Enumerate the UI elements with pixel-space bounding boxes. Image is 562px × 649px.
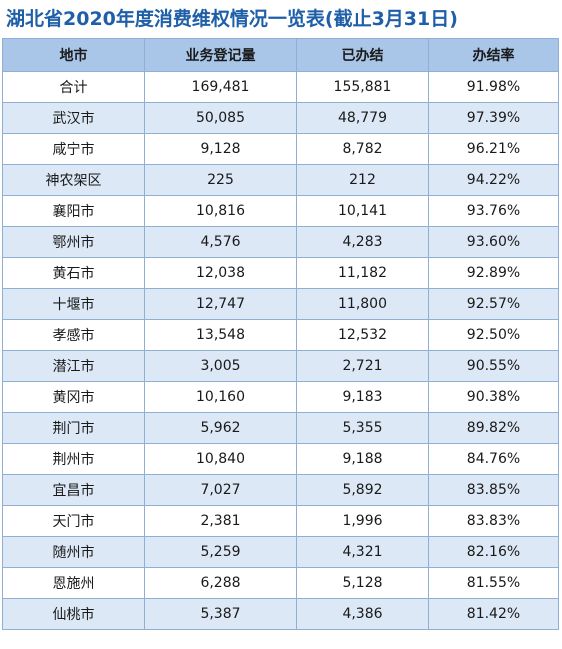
cell-completion-rate: 83.85%: [428, 474, 559, 506]
cell-region: 随州市: [2, 536, 145, 568]
cell-completed: 9,183: [296, 381, 429, 413]
table-row: 襄阳市 10,816 10,141 93.76%: [2, 195, 559, 227]
consumer-rights-table: 地市 业务登记量 已办结 办结率 合计 169,481 155,881 91.98% 武…: [2, 38, 559, 630]
cell-registered: 10,816: [144, 195, 297, 227]
table-row: 武汉市 50,085 48,779 97.39%: [2, 102, 559, 134]
cell-registered: 10,160: [144, 381, 297, 413]
cell-completed: 4,321: [296, 536, 429, 568]
cell-completion-rate: 91.98%: [428, 71, 559, 103]
cell-region: 荆州市: [2, 443, 145, 475]
cell-registered: 6,288: [144, 567, 297, 599]
page-title: 湖北省2020年度消费维权情况一览表(截止3月31日): [6, 8, 458, 30]
table-row: 孝感市 13,548 12,532 92.50%: [2, 319, 559, 351]
cell-completion-rate: 92.57%: [428, 288, 559, 320]
cell-region: 宜昌市: [2, 474, 145, 506]
table-row: 荆州市 10,840 9,188 84.76%: [2, 443, 559, 475]
cell-registered: 50,085: [144, 102, 297, 134]
cell-region: 仙桃市: [2, 598, 145, 630]
cell-region: 鄂州市: [2, 226, 145, 258]
cell-registered: 5,259: [144, 536, 297, 568]
cell-completion-rate: 92.89%: [428, 257, 559, 289]
cell-registered: 169,481: [144, 71, 297, 103]
table-row: 随州市 5,259 4,321 82.16%: [2, 536, 559, 568]
table-row: 咸宁市 9,128 8,782 96.21%: [2, 133, 559, 165]
table-row: 神农架区 225 212 94.22%: [2, 164, 559, 196]
cell-completion-rate: 92.50%: [428, 319, 559, 351]
cell-completed: 11,800: [296, 288, 429, 320]
cell-completed: 212: [296, 164, 429, 196]
cell-registered: 225: [144, 164, 297, 196]
cell-completion-rate: 94.22%: [428, 164, 559, 196]
header-region: 地市: [2, 38, 145, 72]
cell-region: 神农架区: [2, 164, 145, 196]
cell-region: 潜江市: [2, 350, 145, 382]
table-row: 黄石市 12,038 11,182 92.89%: [2, 257, 559, 289]
cell-completion-rate: 81.55%: [428, 567, 559, 599]
cell-completion-rate: 90.55%: [428, 350, 559, 382]
cell-region: 黄冈市: [2, 381, 145, 413]
table-row: 潜江市 3,005 2,721 90.55%: [2, 350, 559, 382]
cell-registered: 10,840: [144, 443, 297, 475]
table-row: 恩施州 6,288 5,128 81.55%: [2, 567, 559, 599]
table-row: 黄冈市 10,160 9,183 90.38%: [2, 381, 559, 413]
cell-region: 十堰市: [2, 288, 145, 320]
cell-registered: 9,128: [144, 133, 297, 165]
cell-completion-rate: 90.38%: [428, 381, 559, 413]
cell-region: 黄石市: [2, 257, 145, 289]
cell-completed: 9,188: [296, 443, 429, 475]
cell-completion-rate: 93.76%: [428, 195, 559, 227]
cell-registered: 5,962: [144, 412, 297, 444]
cell-registered: 12,038: [144, 257, 297, 289]
cell-region: 襄阳市: [2, 195, 145, 227]
cell-region: 孝感市: [2, 319, 145, 351]
cell-region: 天门市: [2, 505, 145, 537]
table-row: 十堰市 12,747 11,800 92.57%: [2, 288, 559, 320]
table-row: 合计 169,481 155,881 91.98%: [2, 71, 559, 103]
cell-completed: 48,779: [296, 102, 429, 134]
table-row: 天门市 2,381 1,996 83.83%: [2, 505, 559, 537]
cell-completion-rate: 97.39%: [428, 102, 559, 134]
cell-completed: 8,782: [296, 133, 429, 165]
cell-registered: 12,747: [144, 288, 297, 320]
cell-completed: 155,881: [296, 71, 429, 103]
cell-completed: 2,721: [296, 350, 429, 382]
cell-region: 咸宁市: [2, 133, 145, 165]
cell-completed: 11,182: [296, 257, 429, 289]
cell-registered: 4,576: [144, 226, 297, 258]
cell-registered: 3,005: [144, 350, 297, 382]
cell-registered: 13,548: [144, 319, 297, 351]
cell-completed: 4,386: [296, 598, 429, 630]
cell-region: 合计: [2, 71, 145, 103]
header-completion-rate: 办结率: [428, 38, 559, 72]
table-header-row: 地市 业务登记量 已办结 办结率: [2, 38, 559, 72]
table-row: 仙桃市 5,387 4,386 81.42%: [2, 598, 559, 630]
cell-registered: 5,387: [144, 598, 297, 630]
cell-completion-rate: 83.83%: [428, 505, 559, 537]
cell-completed: 1,996: [296, 505, 429, 537]
cell-completion-rate: 96.21%: [428, 133, 559, 165]
cell-completion-rate: 84.76%: [428, 443, 559, 475]
table-row: 荆门市 5,962 5,355 89.82%: [2, 412, 559, 444]
cell-completion-rate: 93.60%: [428, 226, 559, 258]
header-completed: 已办结: [296, 38, 429, 72]
cell-completed: 10,141: [296, 195, 429, 227]
cell-completed: 5,892: [296, 474, 429, 506]
table-row: 宜昌市 7,027 5,892 83.85%: [2, 474, 559, 506]
cell-completed: 5,128: [296, 567, 429, 599]
cell-registered: 2,381: [144, 505, 297, 537]
cell-region: 恩施州: [2, 567, 145, 599]
cell-registered: 7,027: [144, 474, 297, 506]
table-row: 鄂州市 4,576 4,283 93.60%: [2, 226, 559, 258]
cell-completion-rate: 89.82%: [428, 412, 559, 444]
cell-completed: 4,283: [296, 226, 429, 258]
cell-region: 荆门市: [2, 412, 145, 444]
table-body: 合计 169,481 155,881 91.98% 武汉市 50,085 48,779 97.…: [2, 71, 559, 630]
header-registered: 业务登记量: [144, 38, 297, 72]
cell-completed: 5,355: [296, 412, 429, 444]
cell-completion-rate: 81.42%: [428, 598, 559, 630]
cell-completion-rate: 82.16%: [428, 536, 559, 568]
cell-completed: 12,532: [296, 319, 429, 351]
cell-region: 武汉市: [2, 102, 145, 134]
